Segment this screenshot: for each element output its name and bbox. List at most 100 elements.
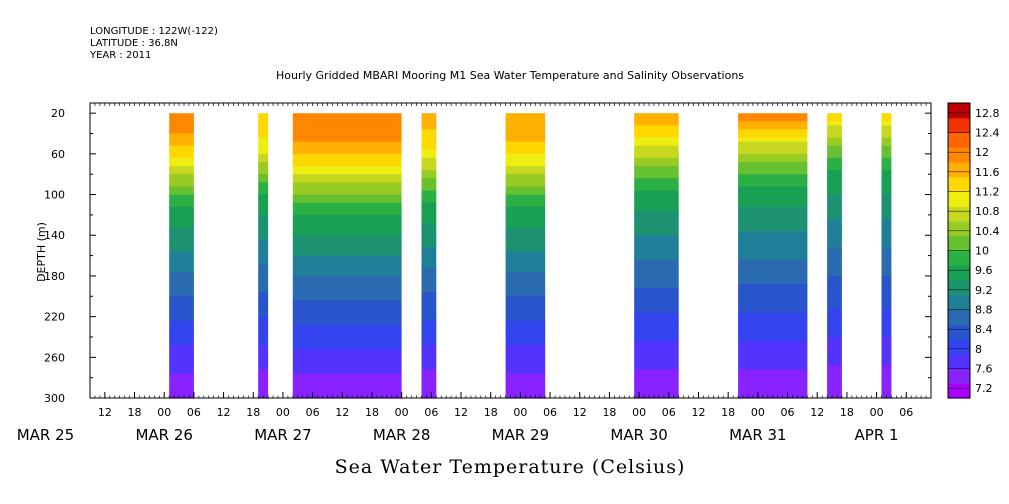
x-tick-label: 12 (335, 406, 349, 419)
heatmap-cell (738, 320, 808, 326)
heatmap-cell (827, 284, 842, 289)
heatmap-cell (634, 145, 679, 151)
heatmap-cell (258, 251, 269, 257)
heatmap-cell (505, 198, 546, 204)
heatmap-cell (421, 113, 437, 118)
heatmap-cell (292, 337, 402, 342)
heatmap-cell (827, 328, 842, 334)
heatmap-cell (881, 182, 892, 187)
heatmap-cell (634, 300, 679, 305)
heatmap-cell (505, 186, 546, 192)
heatmap-cell (505, 389, 546, 395)
heatmap-cell (258, 190, 269, 196)
heatmap-cell (738, 223, 808, 228)
y-tick-label: 180 (44, 270, 65, 283)
heatmap-cell (738, 259, 808, 265)
heatmap-cell (881, 178, 892, 183)
heatmap-cell (881, 284, 892, 289)
heatmap-cell (421, 251, 437, 257)
heatmap-cell (169, 357, 194, 362)
heatmap-cell (258, 219, 269, 224)
heatmap-cell (827, 231, 842, 236)
heatmap-cell (292, 145, 402, 151)
colorbar-label: 12 (975, 146, 989, 159)
heatmap-cell (827, 332, 842, 338)
heatmap-cell (505, 341, 546, 346)
heatmap-cell (505, 157, 546, 163)
heatmap-cell (421, 162, 437, 167)
colorbar-swatch (948, 250, 970, 266)
heatmap-cell (505, 316, 546, 322)
heatmap-cell (258, 389, 269, 395)
heatmap-cell (738, 377, 808, 383)
heatmap-cell (258, 267, 269, 273)
heatmap-cell (738, 178, 808, 183)
heatmap-cell (169, 194, 194, 200)
heatmap-cell (258, 328, 269, 334)
y-tick-label: 60 (51, 148, 65, 161)
heatmap-cell (738, 288, 808, 293)
heatmap-cell (505, 312, 546, 318)
heatmap-cell (634, 223, 679, 228)
heatmap-cell (634, 324, 679, 330)
heatmap-cell (634, 381, 679, 387)
heatmap-cell (258, 304, 269, 310)
heatmap-cell (827, 174, 842, 179)
heatmap-cell (292, 117, 402, 122)
heatmap-cell (169, 239, 194, 244)
heatmap-cell (169, 304, 194, 310)
heatmap-cell (827, 227, 842, 232)
heatmap-cell (881, 349, 892, 354)
heatmap-cell (634, 247, 679, 253)
heatmap-cell (738, 247, 808, 253)
colorbar-swatch (948, 162, 970, 178)
heatmap-cell (881, 219, 892, 224)
heatmap-cell (634, 369, 679, 375)
heatmap-cell (258, 174, 269, 179)
heatmap-cell (881, 243, 892, 249)
heatmap-cell (827, 369, 842, 375)
heatmap-cell (881, 300, 892, 305)
heatmap-cell (258, 300, 269, 305)
x-date-label: MAR 28 (373, 426, 430, 444)
heatmap-cell (738, 251, 808, 257)
heatmap-cell (169, 341, 194, 346)
heatmap-cell (881, 292, 892, 297)
heatmap-cell (827, 178, 842, 183)
heatmap-cell (827, 206, 842, 212)
heatmap-cell (881, 280, 892, 285)
heatmap-cell (634, 393, 679, 399)
heatmap-cell (169, 149, 194, 155)
heatmap-cell (738, 361, 808, 367)
heatmap-cell (169, 308, 194, 314)
heatmap-cell (421, 133, 437, 139)
heatmap-cell (827, 320, 842, 326)
heatmap-cell (258, 129, 269, 135)
heatmap-cell (421, 153, 437, 159)
heatmap-cell (421, 300, 437, 305)
heatmap-cell (421, 296, 437, 301)
heatmap-cell (258, 149, 269, 155)
heatmap-cell (292, 284, 402, 289)
heatmap-cell (292, 133, 402, 139)
heatmap-cell (881, 259, 892, 265)
heatmap-cell (827, 243, 842, 249)
heatmap-cell (421, 280, 437, 285)
heatmap-cell (738, 284, 808, 289)
heatmap-cell (292, 385, 402, 391)
heatmap-cell (738, 153, 808, 159)
x-tick-label: 06 (662, 406, 676, 419)
heatmap-cell (827, 365, 842, 371)
heatmap-cell (292, 381, 402, 387)
heatmap-cell (292, 377, 402, 383)
x-date-label: MAR 27 (254, 426, 311, 444)
heatmap-cell (169, 153, 194, 159)
x-tick-label: 06 (187, 406, 201, 419)
heatmap-cell (292, 247, 402, 253)
x-date-label: APR 1 (855, 426, 899, 444)
heatmap-cell (292, 153, 402, 159)
y-tick-label: 20 (51, 107, 65, 120)
heatmap-cell (258, 231, 269, 236)
heatmap-cell (827, 341, 842, 346)
heatmap-cell (738, 300, 808, 305)
